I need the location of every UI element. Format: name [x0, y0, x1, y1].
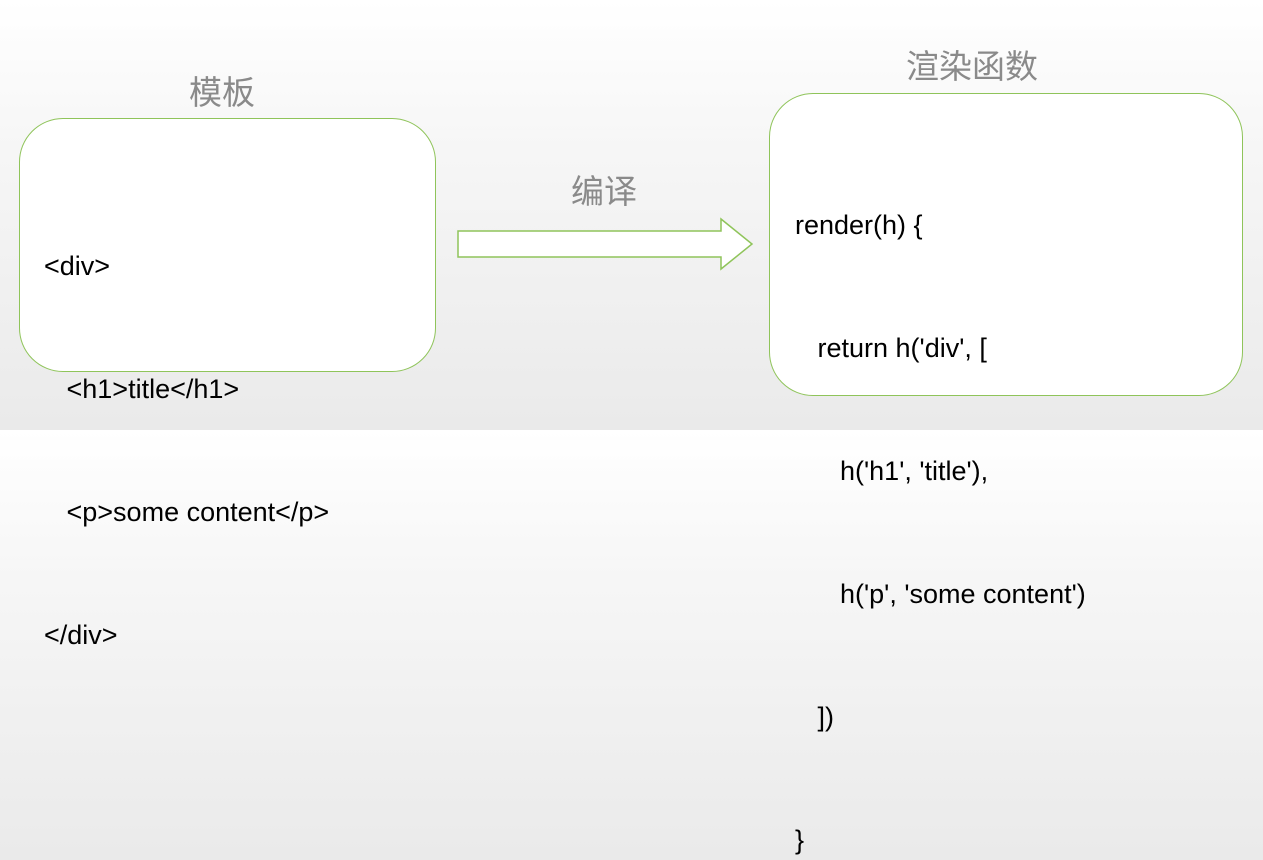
template-code-line: </div>: [44, 620, 118, 650]
render-code-line: ]): [795, 702, 835, 732]
template-code-line: <h1>title</h1>: [44, 374, 240, 404]
render-code-line: h('p', 'some content'): [795, 579, 1086, 609]
render-function-code: render(h) { return h('div', [ h('h1', 't…: [795, 123, 1086, 860]
compile-label: 编译: [571, 172, 637, 211]
render-code-line: render(h) {: [795, 210, 923, 240]
render-function-title: 渲染函数: [906, 47, 1038, 86]
template-code: <div> <h1>title</h1> <p>some content</p>…: [44, 164, 329, 697]
compile-arrow-shape: [457, 217, 754, 271]
template-code-line: <p>some content</p>: [44, 497, 330, 527]
render-code-line: return h('div', [: [795, 333, 987, 363]
template-code-line: <div>: [44, 251, 111, 281]
template-title: 模板: [189, 73, 255, 112]
template-box: [19, 118, 436, 372]
render-code-line: h('h1', 'title'),: [795, 456, 989, 486]
render-function-box: [769, 93, 1243, 396]
compile-arrow-icon: [457, 217, 754, 271]
render-code-line: }: [795, 825, 805, 855]
